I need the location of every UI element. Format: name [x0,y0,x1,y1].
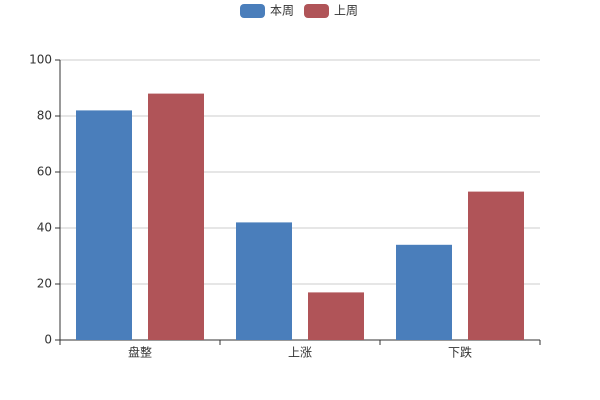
bar [236,222,292,340]
legend-swatch [240,4,265,18]
y-tick-label: 80 [37,109,52,123]
y-tick-label: 40 [37,221,52,235]
bar [468,191,524,340]
x-tick-label: 下跌 [448,345,472,360]
legend-label: 本周 [270,4,294,18]
y-tick-label: 100 [29,53,52,67]
legend-swatch [304,4,329,18]
y-tick-label: 60 [37,165,52,179]
x-tick-label: 盘整 [128,345,152,360]
bar [76,110,132,341]
x-tick-label: 上涨 [288,345,312,360]
bar [308,292,364,340]
legend-label: 上周 [334,4,358,18]
y-tick-label: 20 [37,277,52,291]
bar [396,244,452,340]
bar [148,93,204,340]
y-tick-label: 0 [44,333,52,347]
